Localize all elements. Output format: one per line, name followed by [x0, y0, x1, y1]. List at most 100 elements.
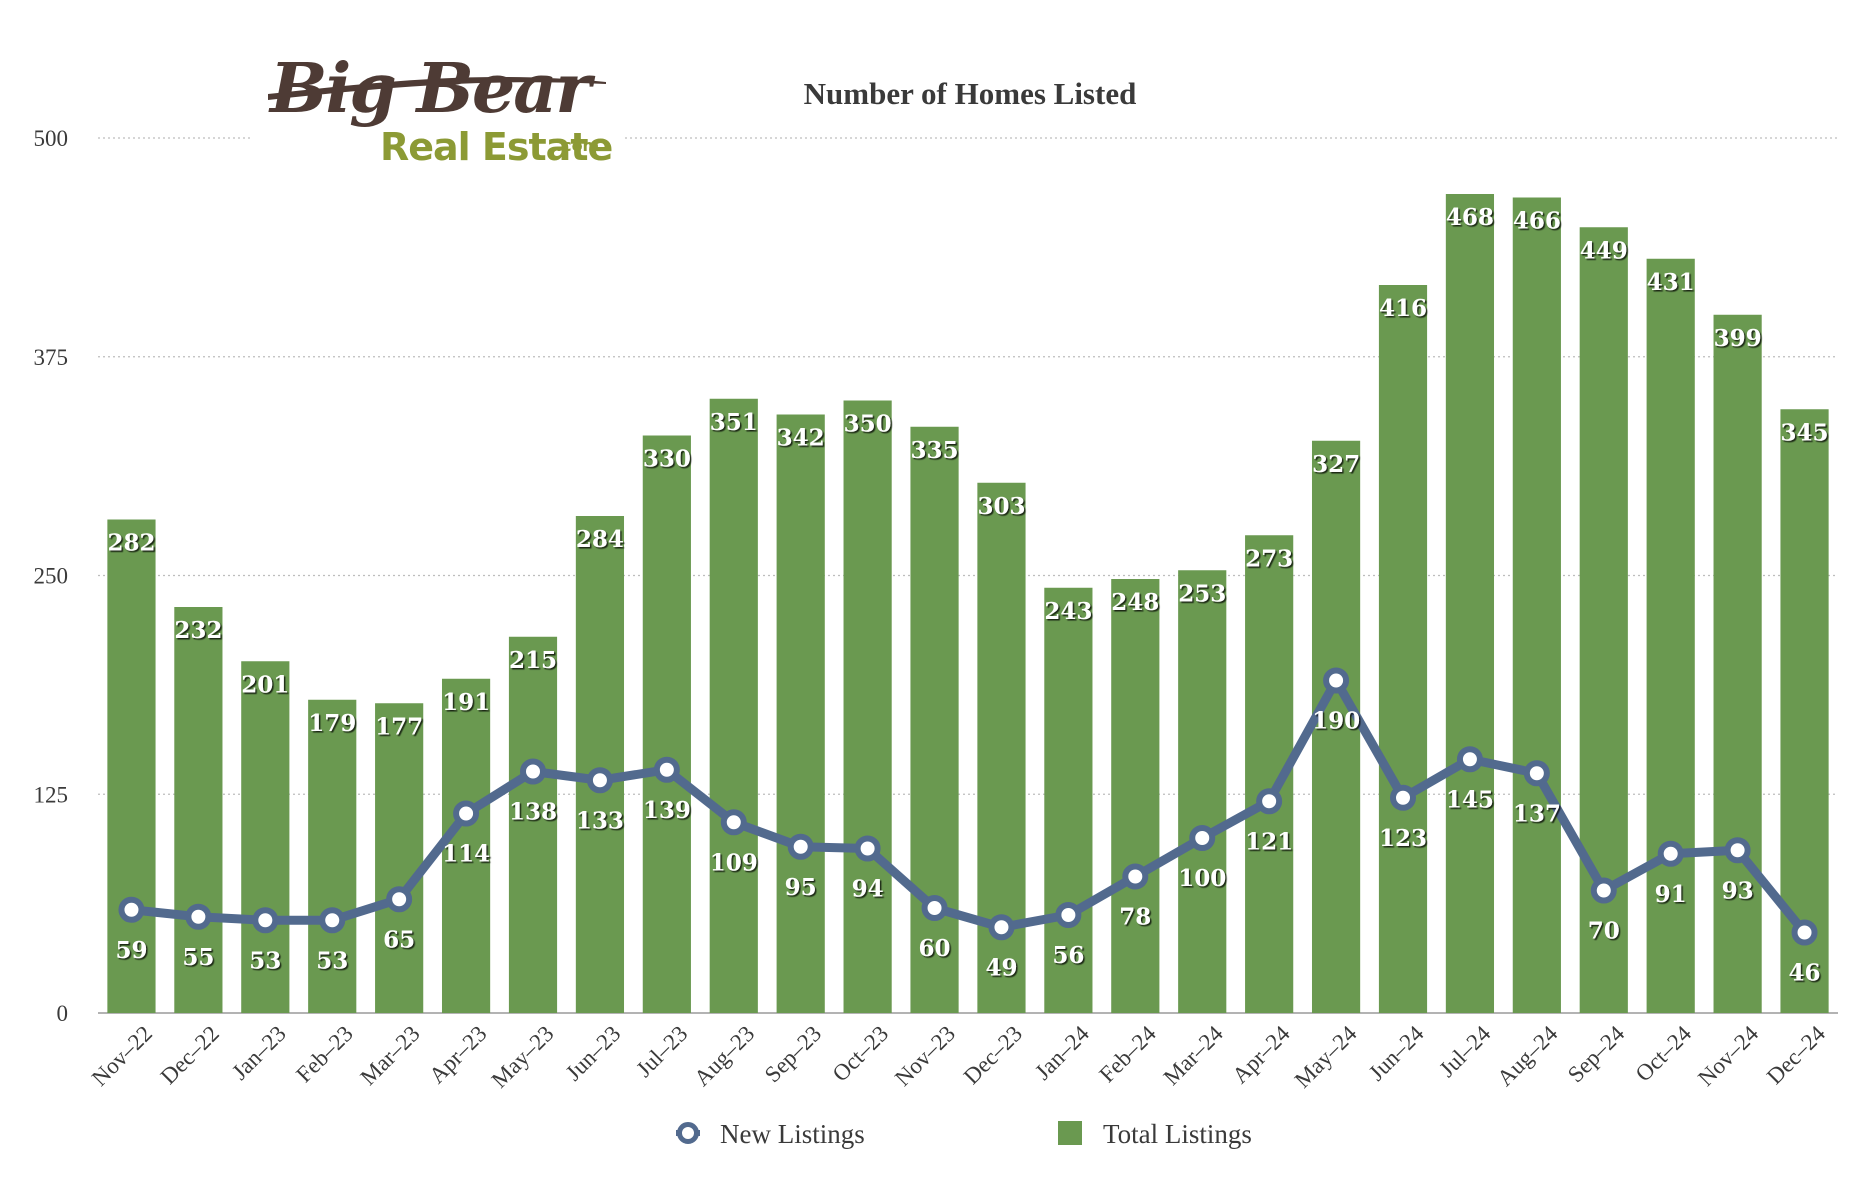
- point-label-nov-24: 93: [1722, 877, 1754, 904]
- point-oct-24: [1657, 840, 1684, 867]
- point-feb-24: [1122, 863, 1149, 890]
- x-tick-label-sep-24: Sep–24: [1563, 1021, 1630, 1088]
- bar-aug-23: [709, 398, 758, 1013]
- point-label-aug-24: 137: [1513, 800, 1561, 827]
- point-aug-23: [720, 809, 747, 836]
- bar-series-total-listings: [107, 194, 1829, 1013]
- point-label-jul-23: 139: [643, 797, 691, 824]
- bar-label-feb-24: 248: [1111, 589, 1159, 616]
- x-tick-label-feb-23: Feb–23: [291, 1021, 357, 1087]
- bar-label-dec-24: 345: [1781, 419, 1829, 446]
- point-mar-23: [386, 886, 413, 913]
- bar-label-oct-24: 431: [1647, 269, 1695, 296]
- x-tick-label-dec-23: Dec–23: [959, 1021, 1027, 1089]
- bar-label-jul-24: 468: [1446, 204, 1494, 231]
- point-feb-23: [319, 907, 346, 934]
- bar-label-dec-22: 232: [174, 617, 222, 644]
- point-aug-24: [1523, 760, 1550, 787]
- logo-brand-text: Big Bear: [268, 49, 595, 129]
- bar-mar-23: [375, 703, 424, 1013]
- x-tick-label-nov-23: Nov–23: [890, 1021, 960, 1091]
- bar-jan-23: [241, 661, 290, 1013]
- y-tick-label-500: 500: [34, 126, 69, 151]
- point-jun-23: [586, 767, 613, 794]
- bar-jun-24: [1378, 285, 1428, 1013]
- bar-may-24: [1311, 440, 1361, 1013]
- line-series-new-listings: [118, 667, 1818, 946]
- x-tick-label-jan-23: Jan–23: [227, 1021, 291, 1085]
- point-dec-23: [988, 914, 1015, 941]
- grid-layer: [98, 137, 1838, 1014]
- bar-feb-24: [1111, 579, 1160, 1013]
- x-tick-label-apr-23: Apr–23: [424, 1021, 491, 1088]
- bar-apr-23: [441, 678, 491, 1013]
- bar-jun-23: [575, 516, 625, 1013]
- chart-title: Number of Homes Listed: [804, 76, 1137, 111]
- point-label-feb-23: 53: [316, 947, 348, 974]
- point-label-dec-24: 46: [1789, 960, 1821, 987]
- bar-label-may-23: 215: [509, 647, 557, 674]
- x-tick-label-jun-23: Jun–23: [561, 1021, 626, 1086]
- bar-label-dec-23: 303: [977, 493, 1025, 520]
- x-tick-label-jun-24: Jun–24: [1364, 1021, 1429, 1086]
- x-tick-label-sep-23: Sep–23: [760, 1021, 826, 1087]
- bar-label-apr-23: 191: [442, 689, 490, 716]
- legend-new-listings-label: New Listings: [720, 1119, 865, 1149]
- point-label-jan-24: 56: [1052, 942, 1084, 969]
- bar-label-sep-23: 342: [777, 425, 825, 452]
- point-label-may-24: 190: [1312, 708, 1360, 735]
- bar-nov-23: [910, 426, 959, 1013]
- bar-label-oct-23: 350: [844, 411, 892, 438]
- x-tick-label-dec-22: Dec–22: [156, 1021, 224, 1089]
- bar-mar-24: [1178, 570, 1227, 1013]
- y-tick-label-375: 375: [34, 345, 69, 370]
- bar-oct-23: [843, 400, 892, 1013]
- x-tick-label-jan-24: Jan–24: [1030, 1021, 1094, 1085]
- point-sep-23: [787, 833, 814, 860]
- bar-label-jul-23: 330: [643, 446, 691, 473]
- bar-labels: 282 232 201 179 177 191 215 284 330 351 342 350 335 3…: [107, 204, 1828, 740]
- bar-label-nov-24: 399: [1714, 325, 1762, 352]
- bar-label-jun-23: 284: [576, 526, 624, 553]
- bar-label-jan-24: 243: [1044, 598, 1092, 625]
- x-tick-label-aug-24: Aug–24: [1492, 1021, 1562, 1091]
- legend: New Listings Total Listings: [676, 1119, 1252, 1149]
- point-jun-24: [1390, 784, 1416, 811]
- point-dec-22: [185, 903, 212, 930]
- legend-item-total-listings: Total Listings: [1058, 1119, 1252, 1149]
- point-label-apr-23: 114: [442, 841, 490, 868]
- point-label-jun-23: 133: [576, 807, 624, 834]
- x-tick-label-dec-24: Dec–24: [1762, 1021, 1831, 1090]
- bar-label-mar-24: 253: [1178, 580, 1226, 607]
- bar-sep-23: [776, 414, 825, 1013]
- bar-label-aug-23: 351: [710, 409, 758, 436]
- point-sep-24: [1590, 877, 1617, 904]
- x-tick-label-oct-23: Oct–23: [828, 1021, 894, 1087]
- point-jan-23: [252, 907, 279, 934]
- legend-item-new-listings: New Listings: [676, 1119, 865, 1149]
- point-label-sep-24: 70: [1588, 918, 1620, 945]
- bar-oct-24: [1646, 258, 1695, 1013]
- point-label-feb-24: 78: [1119, 904, 1151, 931]
- x-tick-label-jul-23: Jul–23: [631, 1021, 692, 1082]
- point-may-24: [1323, 667, 1350, 694]
- point-nov-24: [1724, 837, 1751, 864]
- bar-jul-24: [1445, 194, 1495, 1013]
- bar-label-sep-24: 449: [1580, 237, 1628, 264]
- point-jul-23: [653, 756, 680, 783]
- point-label-jun-24: 123: [1379, 825, 1427, 852]
- point-dec-24: [1791, 919, 1818, 946]
- point-label-jul-24: 145: [1446, 786, 1494, 813]
- x-tick-label-mar-23: Mar–23: [356, 1021, 425, 1090]
- bar-jan-24: [1044, 587, 1093, 1013]
- bar-aug-24: [1512, 197, 1561, 1013]
- x-tick-label-oct-24: Oct–24: [1631, 1021, 1697, 1087]
- y-tick-label-250: 250: [34, 564, 69, 589]
- logo-domain-text: .com: [556, 136, 599, 155]
- point-jul-24: [1456, 746, 1483, 773]
- bar-label-jan-23: 201: [241, 671, 289, 698]
- bar-label-apr-24: 273: [1245, 545, 1293, 572]
- logo-swoosh: [268, 77, 606, 100]
- point-label-oct-23: 94: [852, 876, 884, 903]
